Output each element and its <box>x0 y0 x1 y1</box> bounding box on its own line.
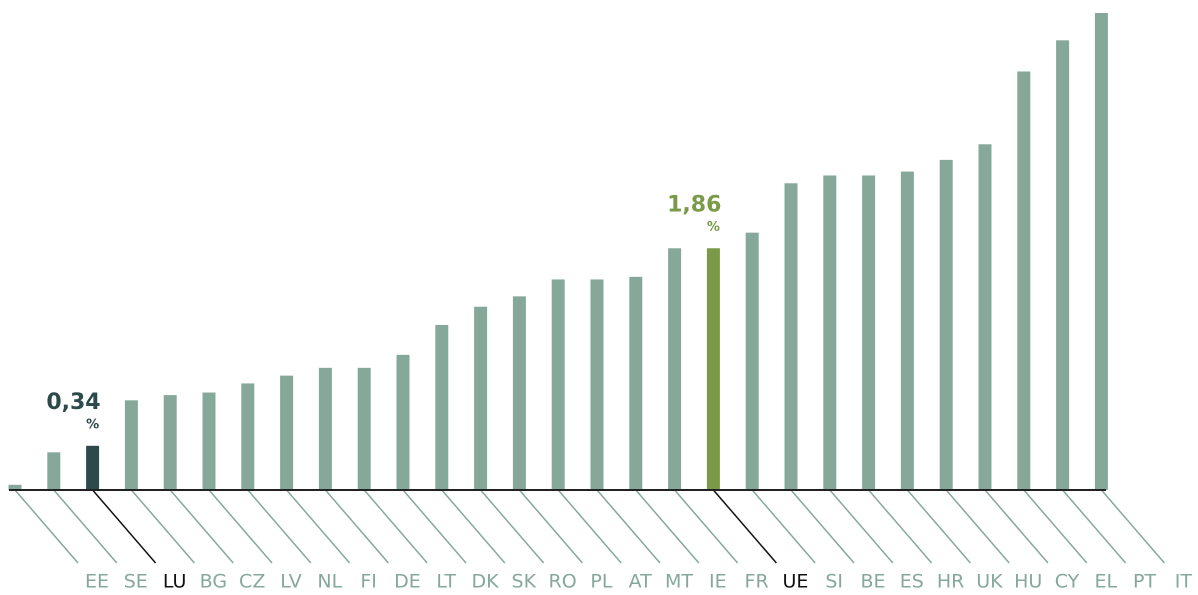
bar <box>474 306 488 490</box>
x-tick-label: DE <box>394 571 421 593</box>
x-tick-label: NL <box>317 571 342 593</box>
leader-line <box>1023 489 1088 564</box>
bar <box>745 232 759 491</box>
x-tick-label: DK <box>471 571 499 593</box>
x-tick-label: FR <box>745 571 769 593</box>
bar <box>396 354 410 490</box>
x-tick-label: RO <box>549 571 577 593</box>
leader-line <box>247 489 312 564</box>
bar <box>978 144 992 491</box>
x-tick-label: ES <box>900 571 924 593</box>
leader-line <box>751 489 816 564</box>
leader-line <box>984 489 1049 564</box>
bar <box>318 367 332 490</box>
bar <box>629 276 643 490</box>
bar <box>435 324 449 490</box>
bar <box>1056 40 1070 490</box>
leader-line <box>790 489 855 564</box>
bar <box>1094 13 1108 490</box>
x-tick-label: FI <box>360 571 377 593</box>
x-tick-label: UK <box>976 571 1003 593</box>
x-tick-label: HR <box>937 571 965 593</box>
value-unit: % <box>707 220 720 235</box>
x-tick-label: UE <box>782 571 808 593</box>
x-tick-label: AT <box>629 571 653 593</box>
leader-line <box>402 489 467 564</box>
x-tick-label: PL <box>590 571 612 593</box>
bar <box>241 383 255 490</box>
x-tick-label: HU <box>1014 571 1042 593</box>
x-tick-label: CY <box>1055 571 1080 593</box>
leader-line <box>945 489 1010 564</box>
leader-line <box>441 489 506 564</box>
leader-line <box>635 489 700 564</box>
leader-line <box>674 489 739 564</box>
leader-line <box>829 489 894 564</box>
bar <box>202 392 216 490</box>
bar <box>862 175 876 490</box>
leader-line <box>480 489 545 564</box>
x-tick-label: LU <box>163 571 187 593</box>
leader-line <box>208 489 273 564</box>
bar <box>784 183 798 491</box>
bar <box>551 279 565 490</box>
bar <box>357 367 371 490</box>
x-tick-label: BE <box>860 571 885 593</box>
leader-line <box>1062 489 1127 564</box>
leader-line <box>14 489 79 564</box>
x-tick-label: BG <box>200 571 227 593</box>
x-tick-label: EE <box>85 571 109 593</box>
leader-line <box>130 489 195 564</box>
x-tick-label: CZ <box>239 571 265 593</box>
leader-line <box>557 489 622 564</box>
bar <box>939 159 953 491</box>
leader-line <box>363 489 428 564</box>
bar <box>163 395 177 490</box>
bar <box>512 296 526 490</box>
leader-line <box>324 489 389 564</box>
x-tick-label: IT <box>1175 571 1193 593</box>
leader-line <box>518 489 583 564</box>
leader-line <box>53 489 118 564</box>
bar <box>706 248 720 490</box>
x-tick-label: MT <box>665 571 693 593</box>
leader-line <box>906 489 971 564</box>
bar <box>668 248 682 490</box>
x-tick-label: PT <box>1133 571 1156 593</box>
bar <box>900 171 914 490</box>
x-tick-label: SI <box>825 571 843 593</box>
x-tick-label: IE <box>709 571 727 593</box>
x-tick-label: SE <box>124 571 148 593</box>
leader-line <box>596 489 661 564</box>
bar <box>124 400 138 490</box>
value-unit: % <box>86 417 99 432</box>
leader-line <box>286 489 351 564</box>
leader-line <box>169 489 234 564</box>
leader-line <box>712 489 777 564</box>
bar <box>590 279 604 490</box>
x-tick-label: LT <box>436 571 456 593</box>
bar <box>1017 71 1031 491</box>
leader-line <box>868 489 933 564</box>
bar <box>823 175 837 490</box>
x-tick-label: EL <box>1095 571 1118 593</box>
bar <box>8 484 22 490</box>
value-label: 0,34 <box>46 390 100 415</box>
leader-line <box>92 489 157 564</box>
x-tick-label: LV <box>280 571 302 593</box>
value-label: 1,86 <box>667 192 721 217</box>
bar <box>47 452 61 490</box>
bar <box>86 445 100 490</box>
leader-line <box>1100 489 1165 564</box>
x-tick-label: SK <box>512 571 537 593</box>
bar <box>280 375 294 490</box>
